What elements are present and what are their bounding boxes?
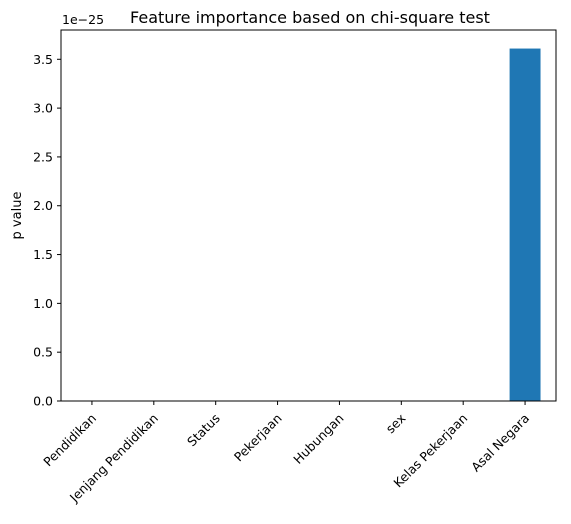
y-axis-scale-label: 1e−25 [62,12,104,27]
y-tick-label: 3.0 [33,101,53,116]
x-tick-label: Status [184,411,223,450]
x-tick-label: Pekerjaan [231,411,285,465]
x-tick-label: sex [383,411,409,437]
plot-frame [60,29,557,402]
chart-title: Feature importance based on chi-square t… [130,8,490,27]
y-tick-label: 1.5 [33,247,53,262]
bars-group [509,48,541,402]
y-axis-label: p value [10,192,25,240]
bar [509,48,541,402]
y-tick-label: 1.0 [33,296,53,311]
y-axis-ticks: 0.0 0.5 1.0 1.5 2.0 2.5 3.0 3.5 [33,52,61,409]
y-tick-label: 0.0 [33,394,53,409]
y-tick-label: 2.0 [33,198,53,213]
x-tick-label: Pendidikan [40,411,99,470]
y-tick-label: 3.5 [33,52,53,67]
x-tick-label: Asal Negara [468,411,532,475]
y-tick-label: 0.5 [33,345,53,360]
y-tick-label: 2.5 [33,149,53,164]
x-tick-label: Hubungan [290,411,346,467]
